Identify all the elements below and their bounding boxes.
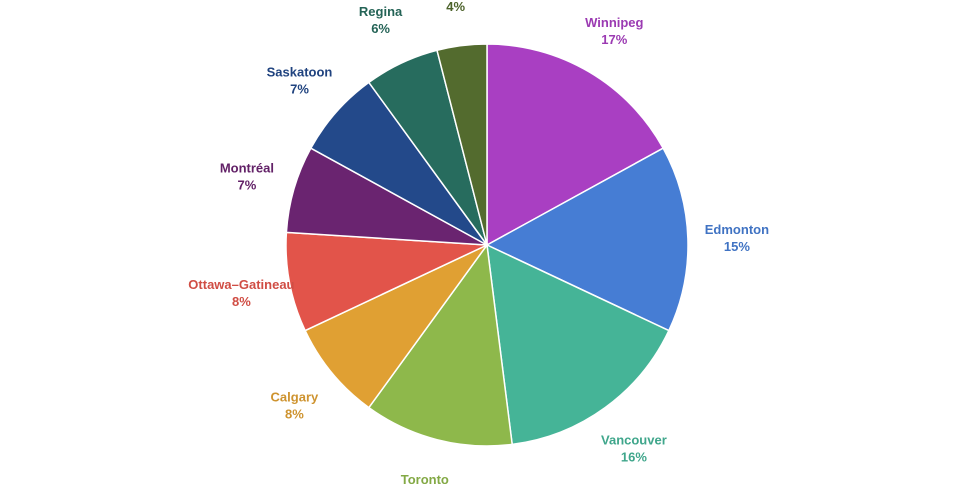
slice-label-saskatoon: Saskatoon 7%: [267, 65, 333, 97]
slice-name: Vancouver: [601, 432, 667, 447]
slice-label-vancouver: Vancouver 16%: [601, 432, 667, 464]
pie-slice-edmonton: [485, 147, 689, 332]
pie-slice-toronto: [367, 243, 514, 447]
slices-layer: [285, 43, 689, 447]
slice-percent: 4%: [446, 0, 465, 14]
slice-percent: 8%: [285, 406, 304, 421]
slice-name: Saskatoon: [267, 65, 333, 80]
pie-slice-winnipeg: [486, 43, 665, 247]
pie-slice-victoria: [436, 43, 488, 246]
slice-label-toronto: Toronto12%: [401, 472, 449, 489]
slice-percent: 7%: [290, 82, 309, 97]
slice-percent: 7%: [238, 177, 257, 192]
slice-label-regina: Regina 6%: [359, 4, 403, 36]
pie-slice-ottawa-gatineau: [285, 231, 488, 332]
slice-name: Toronto: [401, 472, 449, 487]
slice-label-winnipeg: Winnipeg 17%: [585, 15, 643, 47]
slice-percent: 8%: [232, 294, 251, 309]
slice-name: Regina: [359, 4, 403, 19]
slice-label-victoria: Victoria4%: [432, 0, 480, 14]
pie-slice-vancouver: [486, 243, 670, 446]
slice-percent: 17%: [601, 32, 627, 47]
slice-percent: 16%: [621, 449, 647, 464]
labels-layer: Winnipeg 17% Edmonton 15% Vancouver 16% Toront…: [188, 0, 769, 489]
slice-percent: 6%: [371, 21, 390, 36]
slice-name: Winnipeg: [585, 15, 643, 30]
slice-name: Ottawa–Gatineau: [188, 277, 294, 292]
slice-name: Montréal: [220, 160, 274, 175]
slice-label-edmonton: Edmonton 15%: [705, 222, 769, 254]
slice-label-calgary: Calgary 8%: [271, 389, 319, 421]
slice-label-ottawa-gatineau: Ottawa–Gatineau 8%: [188, 277, 294, 309]
slice-percent: 15%: [724, 239, 750, 254]
slice-name: Calgary: [271, 389, 319, 404]
slice-name: Edmonton: [705, 222, 769, 237]
pie-slice-calgary: [304, 244, 488, 409]
slice-label-montreal: Montréal 7%: [220, 160, 274, 192]
